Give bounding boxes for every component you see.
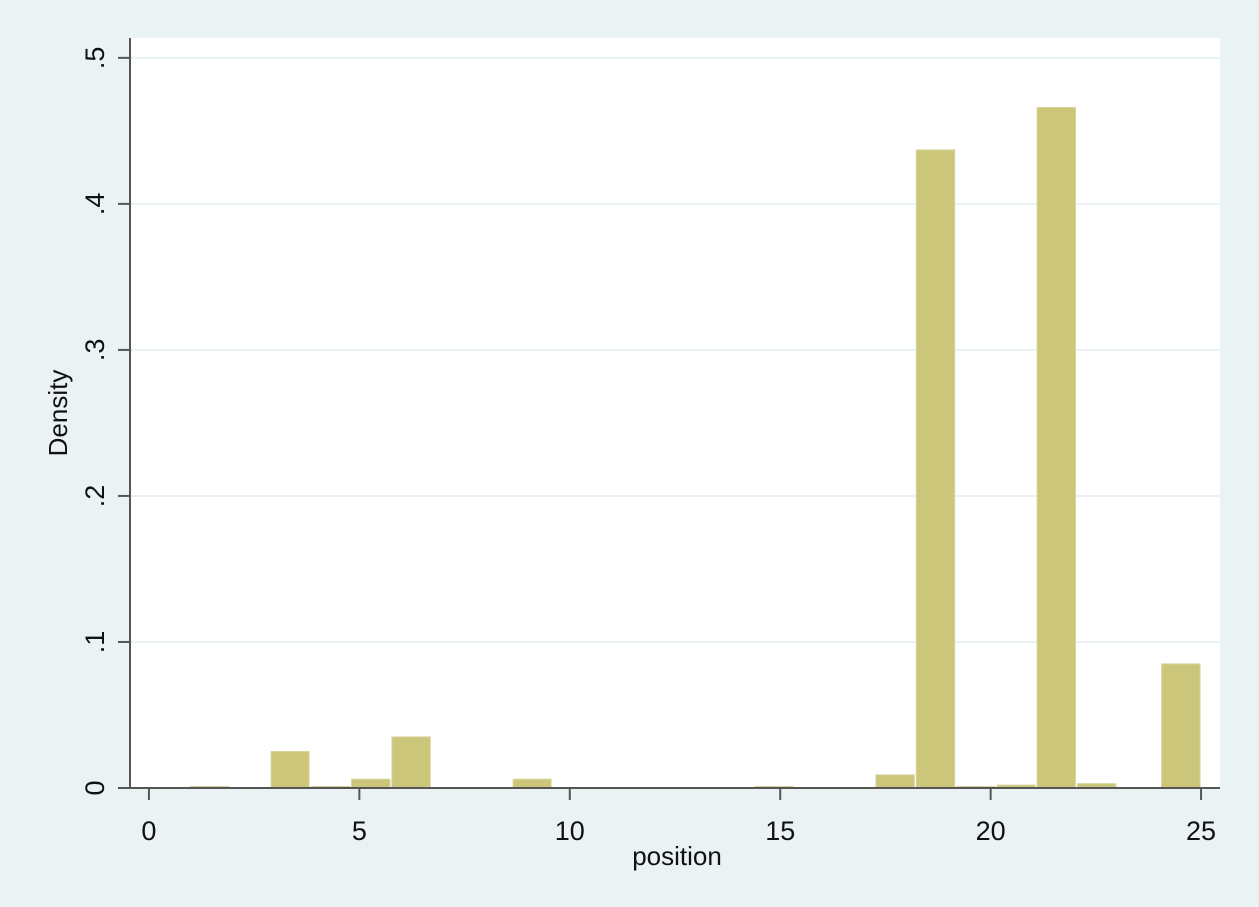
tick-labels: 0 .1 .2 .3 .4 .5 0 5 10 15 20 25 [80, 47, 1216, 846]
x-tick-label-3: 15 [765, 816, 795, 846]
bar-1 [270, 750, 310, 789]
bar-7 [875, 774, 915, 789]
x-tick-label-2: 10 [555, 816, 585, 846]
bar-13 [1161, 663, 1201, 789]
x-tick-label-4: 20 [976, 816, 1006, 846]
y-tick-label-5: .5 [80, 47, 110, 70]
y-axis-title: Density [43, 370, 73, 457]
bar-8 [915, 149, 956, 789]
axes [118, 38, 1220, 800]
bar-11 [1036, 107, 1076, 789]
bar-5 [512, 778, 552, 789]
y-tick-label-0: 0 [80, 780, 110, 795]
bar-4 [391, 736, 431, 789]
x-tick-label-1: 5 [352, 816, 367, 846]
y-tick-label-2: .2 [80, 485, 110, 508]
y-tick-label-1: .1 [80, 631, 110, 654]
bar-3 [351, 778, 391, 789]
bars [189, 107, 1201, 789]
y-tick-label-4: .4 [80, 193, 110, 216]
x-axis-title: position [632, 841, 722, 871]
x-tick-label-0: 0 [141, 816, 156, 846]
x-tick-label-5: 25 [1186, 816, 1216, 846]
y-tick-label-3: .3 [80, 339, 110, 362]
